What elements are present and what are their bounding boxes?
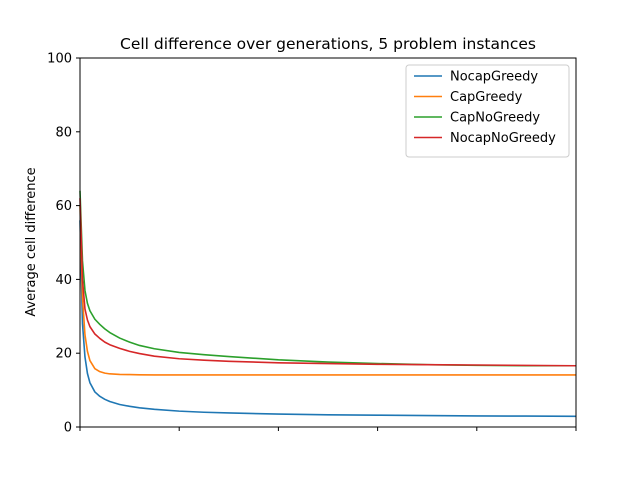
legend-label-NocapNoGreedy: NocapNoGreedy (450, 131, 556, 146)
y-tick-label: 20 (55, 347, 72, 362)
chart-title: Cell difference over generations, 5 prob… (120, 35, 536, 53)
legend: NocapGreedy CapGreedy CapNoGreedy NocapNoGr… (405, 64, 570, 158)
y-tick-label: 40 (55, 273, 72, 288)
y-tick-label: 0 (64, 421, 72, 436)
y-axis-label: Average cell difference (24, 167, 39, 316)
series-line-CapNoGreedy (79, 190, 576, 367)
legend-label-CapGreedy: CapGreedy (450, 90, 523, 105)
series-line-CapGreedy (79, 205, 576, 376)
series-layer (79, 190, 577, 418)
legend-label-CapNoGreedy: CapNoGreedy (450, 111, 540, 126)
series-line-NocapGreedy (79, 220, 577, 418)
y-tick-label: 100 (47, 52, 72, 67)
series-line-NocapNoGreedy (79, 198, 577, 367)
axes-layer: 0 20 40 60 80 100 (47, 52, 577, 436)
plot-frame (79, 57, 577, 428)
legend-box (405, 64, 570, 158)
legend-label-NocapGreedy: NocapGreedy (450, 70, 538, 85)
y-tick-label: 80 (55, 125, 72, 140)
y-tick-label: 60 (55, 199, 72, 214)
